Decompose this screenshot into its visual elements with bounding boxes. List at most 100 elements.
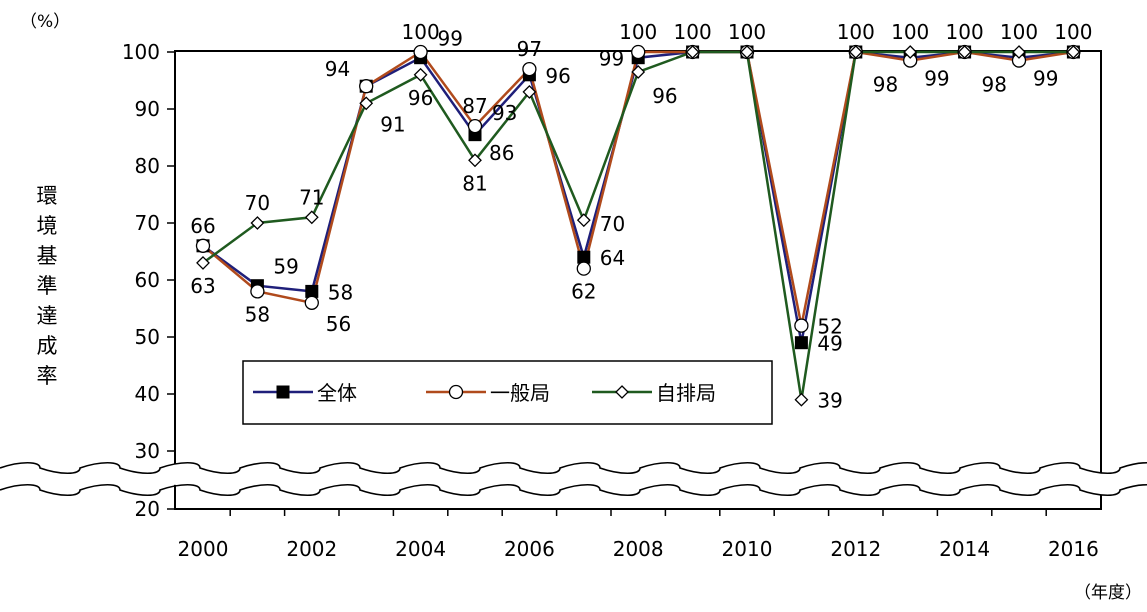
point-一般局 <box>794 318 809 333</box>
x-tick-label: 2004 <box>395 537 446 561</box>
point-自排局 <box>359 96 374 111</box>
point-一般局 <box>467 118 483 134</box>
y-tick-label: 50 <box>135 325 160 349</box>
data-label: 81 <box>462 171 487 195</box>
data-label: 99 <box>438 27 463 51</box>
data-label: 70 <box>245 191 270 215</box>
data-label: 100 <box>674 20 712 44</box>
point-自排局 <box>522 84 537 99</box>
point-一般局 <box>359 79 374 94</box>
data-label: 62 <box>571 280 596 304</box>
legend-marker-全体 <box>276 385 290 399</box>
data-label: 52 <box>817 315 842 339</box>
data-label: 96 <box>408 86 433 110</box>
data-label: 87 <box>462 94 487 118</box>
data-label: 100 <box>1000 20 1038 44</box>
data-label: 97 <box>517 37 542 61</box>
data-label: 86 <box>489 141 514 165</box>
legend-label-全体: 全体 <box>317 381 357 405</box>
data-label: 98 <box>873 72 898 96</box>
axis-break <box>0 461 1147 497</box>
x-tick-label: 2002 <box>286 537 337 561</box>
data-label: 100 <box>837 20 875 44</box>
point-自排局 <box>304 210 319 225</box>
point-自排局 <box>576 213 591 228</box>
y-axis-title-char: 成 <box>37 334 58 358</box>
data-label: 100 <box>728 20 766 44</box>
point-自排局 <box>631 65 646 79</box>
data-label: 70 <box>600 212 625 236</box>
point-全体 <box>794 336 808 350</box>
point-自排局 <box>413 67 428 82</box>
y-axis-title-char: 準 <box>37 274 58 298</box>
point-自排局 <box>957 45 972 59</box>
data-label: 100 <box>891 20 929 44</box>
point-自排局 <box>903 45 918 59</box>
y-axis-title-char: 達 <box>37 304 58 328</box>
point-自排局 <box>740 45 754 59</box>
data-label: 96 <box>652 84 677 108</box>
data-label: 71 <box>299 185 324 209</box>
data-label: 99 <box>924 67 949 91</box>
x-unit-label: （年度） <box>1074 583 1142 603</box>
point-一般局 <box>413 44 428 60</box>
y-axis-title-char: 環 <box>37 184 58 208</box>
y-unit-label: （%） <box>20 12 70 32</box>
y-tick-label: 20 <box>135 497 160 521</box>
legend-marker-一般局 <box>448 384 464 400</box>
point-一般局 <box>631 44 646 60</box>
point-自排局 <box>685 45 700 59</box>
legend-marker-自排局 <box>615 385 629 399</box>
y-tick-label: 100 <box>122 40 160 64</box>
plot-area <box>174 50 1102 510</box>
y-axis-title-char: 率 <box>37 364 58 388</box>
data-label: 66 <box>190 214 215 238</box>
ticks-layer: 20 30 40 50 60 70 80 90 100 2000 2002 2004 2006 2008 2… <box>122 40 1099 561</box>
axis-break-line-bottom <box>0 483 1147 497</box>
y-tick-label: 60 <box>135 268 160 292</box>
point-自排局 <box>468 153 482 168</box>
data-label: 100 <box>619 20 657 44</box>
point-全体 <box>305 284 319 298</box>
data-label: 63 <box>190 274 215 298</box>
x-tick-label: 2006 <box>504 537 555 561</box>
data-label: 93 <box>492 101 517 125</box>
x-tick-label: 2000 <box>178 537 229 561</box>
data-label: 99 <box>1033 67 1058 91</box>
legend-box <box>242 360 773 425</box>
data-label: 100 <box>946 20 984 44</box>
point-自排局 <box>1012 45 1026 59</box>
point-一般局 <box>304 295 319 310</box>
data-label: 96 <box>545 64 570 88</box>
y-axis-title-char: 境 <box>37 214 58 238</box>
data-label: 100 <box>1054 20 1092 44</box>
data-label: 58 <box>245 302 270 326</box>
data-label: 91 <box>380 112 405 136</box>
y-tick-label: 40 <box>135 382 160 406</box>
x-tick-label: 2016 <box>1048 537 1099 561</box>
data-label: 100 <box>402 20 440 44</box>
point-自排局 <box>196 255 210 270</box>
data-label: 58 <box>328 280 353 304</box>
axis-break-line-top <box>0 461 1147 475</box>
data-label: 59 <box>273 255 298 279</box>
data-label: 56 <box>326 312 351 336</box>
data-label: 39 <box>817 389 842 413</box>
point-一般局 <box>576 261 591 276</box>
x-tick-label: 2012 <box>830 537 881 561</box>
legend-label-自排局: 自排局 <box>656 381 716 405</box>
x-tick-label: 2014 <box>939 537 990 561</box>
point-自排局 <box>794 392 809 407</box>
point-自排局 <box>1066 45 1081 59</box>
point-一般局 <box>522 61 537 77</box>
point-一般局 <box>195 238 211 253</box>
legend-label-一般局: 一般局 <box>490 381 550 405</box>
y-axis-title-char: 基 <box>37 244 58 268</box>
data-label: 94 <box>325 57 350 81</box>
data-label: 64 <box>600 246 625 270</box>
x-tick-label: 2010 <box>722 537 773 561</box>
